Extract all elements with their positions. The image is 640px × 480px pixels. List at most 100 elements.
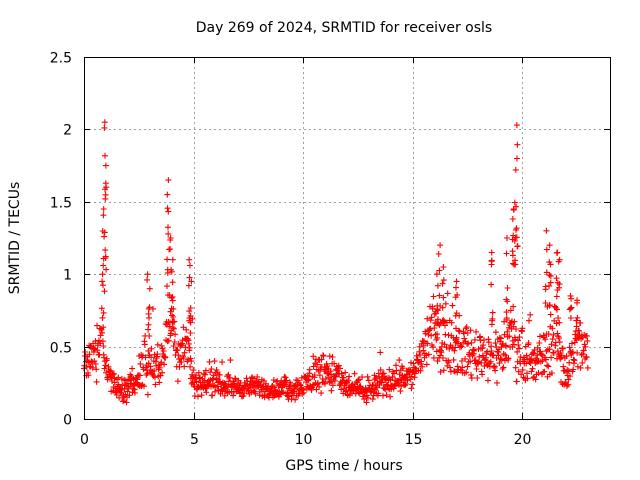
data-point	[465, 340, 472, 347]
data-point	[175, 352, 182, 359]
data-point	[437, 368, 444, 375]
spike-point	[103, 266, 110, 273]
spike-point	[453, 310, 460, 317]
spike-point	[509, 252, 516, 259]
y-tick-label: 2.5	[50, 51, 72, 67]
data-point	[183, 326, 190, 333]
data-point	[505, 324, 512, 331]
data-point	[170, 343, 177, 349]
data-point	[243, 375, 250, 382]
spike-point	[511, 238, 518, 244]
y-tick-label: 1	[63, 268, 72, 284]
data-point	[513, 378, 520, 385]
data-point	[489, 309, 496, 316]
spike-point	[100, 324, 107, 331]
data-point	[510, 303, 517, 310]
data-point	[141, 341, 148, 348]
data-point	[464, 341, 471, 347]
data-point	[468, 375, 475, 382]
data-point	[356, 376, 362, 383]
spike-point	[546, 242, 553, 249]
data-point	[442, 300, 449, 307]
data-point	[345, 377, 352, 384]
data-point	[565, 367, 572, 374]
data-point	[428, 314, 435, 321]
spike-point	[186, 256, 193, 263]
data-point	[318, 356, 325, 363]
data-point	[559, 345, 566, 352]
data-point	[549, 325, 556, 332]
spike-point	[146, 314, 152, 321]
spike-point	[103, 184, 110, 191]
data-point	[94, 322, 100, 329]
spike-point	[164, 205, 171, 212]
spike-point	[100, 262, 107, 269]
spike-point	[567, 315, 574, 321]
data-point	[570, 366, 577, 373]
spike-point	[101, 229, 108, 236]
spike-point	[574, 297, 581, 304]
data-point	[402, 381, 409, 387]
data-point	[541, 368, 548, 375]
spike-point	[164, 283, 170, 290]
data-point	[408, 373, 415, 380]
y-tick-label: 0.5	[50, 341, 72, 357]
data-point	[377, 366, 384, 373]
data-point	[468, 339, 475, 346]
spike-point	[452, 339, 459, 346]
data-point	[277, 391, 284, 398]
spike-point	[99, 278, 106, 285]
spike-point	[434, 334, 441, 341]
data-point	[582, 343, 589, 350]
x-tick-label: 0	[80, 432, 89, 448]
spike-point	[554, 249, 561, 256]
data-point	[212, 388, 218, 395]
spike-point	[185, 282, 192, 289]
data-point	[444, 290, 451, 297]
data-point	[326, 353, 333, 360]
spike-point	[186, 274, 193, 281]
plot-frame	[84, 57, 611, 420]
data-point	[342, 369, 349, 376]
spike-point	[514, 141, 521, 148]
spike-point	[164, 191, 171, 198]
y-axis-label: SRMTID / TECUs	[7, 182, 23, 295]
spike-point	[439, 304, 446, 311]
data-point	[90, 349, 97, 356]
data-point	[328, 387, 335, 394]
data-point	[252, 390, 259, 397]
data-point	[438, 349, 445, 356]
data-point	[566, 344, 573, 351]
data-point	[316, 372, 323, 379]
data-point	[548, 354, 555, 361]
data-point	[190, 367, 197, 374]
data-point	[545, 363, 552, 370]
data-point	[227, 375, 233, 381]
data-point	[193, 378, 200, 385]
spike-point	[575, 332, 581, 338]
data-point	[425, 331, 432, 338]
data-point	[463, 324, 470, 330]
data-point	[300, 389, 307, 396]
spike-point	[488, 281, 495, 288]
spike-point	[514, 243, 521, 249]
data-point	[93, 366, 100, 373]
spike-point	[169, 279, 176, 286]
data-point	[283, 377, 290, 384]
spike-point	[100, 282, 106, 289]
data-point	[332, 373, 339, 380]
chart-title: Day 269 of 2024, SRMTID for receiver osl…	[196, 20, 492, 36]
spike-point	[434, 282, 441, 289]
spike-point	[452, 312, 459, 319]
spike-point	[555, 315, 562, 321]
data-point	[154, 341, 161, 348]
data-point	[563, 383, 570, 390]
spike-point	[503, 250, 510, 257]
data-point	[480, 342, 487, 349]
data-point	[476, 353, 483, 360]
spike-point	[513, 234, 520, 241]
spike-point	[145, 326, 152, 333]
data-point	[451, 347, 458, 354]
data-point	[148, 354, 155, 361]
data-point	[544, 362, 551, 369]
